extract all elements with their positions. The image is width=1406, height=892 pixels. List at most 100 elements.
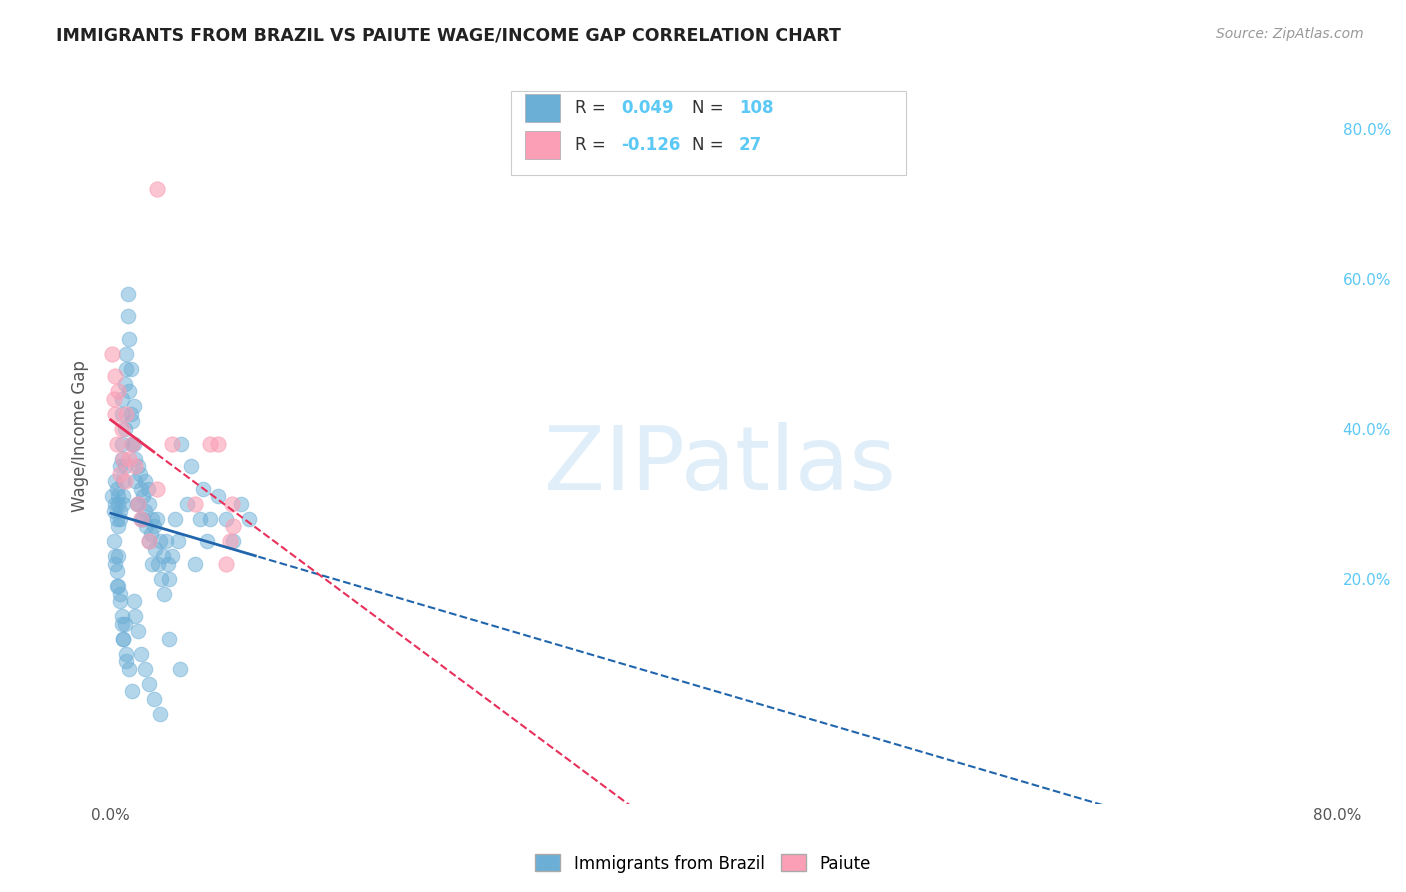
FancyBboxPatch shape <box>526 95 560 122</box>
Point <box>157 632 180 646</box>
Point <box>138 534 160 549</box>
Point <box>129 467 152 481</box>
Point <box>207 489 229 503</box>
Point <box>112 474 135 488</box>
Point <box>135 519 157 533</box>
Point <box>124 459 146 474</box>
Point <box>127 497 149 511</box>
Point <box>120 407 142 421</box>
Point <box>112 451 135 466</box>
Point <box>136 482 159 496</box>
Point <box>115 654 138 668</box>
Text: -0.126: -0.126 <box>621 136 681 154</box>
Point <box>105 511 128 525</box>
Point <box>118 662 141 676</box>
Text: Source: ZipAtlas.com: Source: ZipAtlas.com <box>1216 27 1364 41</box>
Text: N =: N = <box>692 99 728 117</box>
Point <box>141 557 163 571</box>
Point <box>114 616 136 631</box>
Point <box>108 594 131 608</box>
Point <box>180 459 202 474</box>
Point <box>131 482 153 496</box>
Point <box>134 662 156 676</box>
Point <box>118 384 141 398</box>
Point <box>231 497 253 511</box>
Point <box>107 549 129 563</box>
Point <box>120 361 142 376</box>
Point <box>117 309 139 323</box>
Point <box>170 436 193 450</box>
Point <box>110 616 132 631</box>
Point <box>200 511 222 525</box>
Text: IMMIGRANTS FROM BRAZIL VS PAIUTE WAGE/INCOME GAP CORRELATION CHART: IMMIGRANTS FROM BRAZIL VS PAIUTE WAGE/IN… <box>56 27 841 45</box>
Point <box>117 286 139 301</box>
Point <box>149 534 172 549</box>
Point <box>148 557 170 571</box>
Point <box>103 534 125 549</box>
Point <box>104 474 127 488</box>
Point <box>167 534 190 549</box>
Point <box>107 489 129 503</box>
Point <box>105 482 128 496</box>
Point <box>115 407 138 421</box>
Point <box>112 489 135 503</box>
Point <box>188 511 211 525</box>
Point <box>142 519 165 533</box>
Point <box>110 421 132 435</box>
Point <box>132 489 155 503</box>
Point <box>122 399 145 413</box>
Point <box>108 586 131 600</box>
Point <box>105 579 128 593</box>
Point <box>110 451 132 466</box>
Text: R =: R = <box>575 136 610 154</box>
Point <box>160 549 183 563</box>
Point <box>155 534 177 549</box>
Point <box>115 361 138 376</box>
Text: ZIPatlas: ZIPatlas <box>544 422 896 509</box>
Point <box>114 421 136 435</box>
Point <box>107 384 129 398</box>
Point <box>127 459 149 474</box>
Point <box>141 511 163 525</box>
Point <box>169 662 191 676</box>
Point <box>112 632 135 646</box>
Point <box>101 489 124 503</box>
Point <box>115 647 138 661</box>
Point <box>107 519 129 533</box>
FancyBboxPatch shape <box>510 91 905 175</box>
Point <box>143 541 166 556</box>
Point <box>108 467 131 481</box>
Point <box>222 519 245 533</box>
Point <box>131 511 153 525</box>
Point <box>160 436 183 450</box>
Point <box>215 557 238 571</box>
Point <box>108 511 131 525</box>
Point <box>197 534 219 549</box>
Point <box>104 557 127 571</box>
Point <box>134 474 156 488</box>
Point <box>215 511 238 525</box>
Point <box>153 586 176 600</box>
Point <box>107 579 129 593</box>
Point <box>191 482 214 496</box>
Point <box>112 497 135 511</box>
Point <box>149 706 172 721</box>
Point <box>121 436 143 450</box>
Point <box>146 181 169 195</box>
Point <box>184 497 207 511</box>
Point <box>176 497 198 511</box>
Point <box>238 511 260 525</box>
Point <box>118 332 141 346</box>
Point <box>157 572 180 586</box>
Point <box>101 346 124 360</box>
Point <box>127 497 149 511</box>
Point <box>156 557 179 571</box>
Point <box>110 407 132 421</box>
Point <box>207 436 229 450</box>
Point <box>138 676 160 690</box>
Point <box>110 609 132 624</box>
Point <box>138 497 160 511</box>
Point <box>105 436 128 450</box>
Point <box>115 346 138 360</box>
Point <box>142 691 165 706</box>
